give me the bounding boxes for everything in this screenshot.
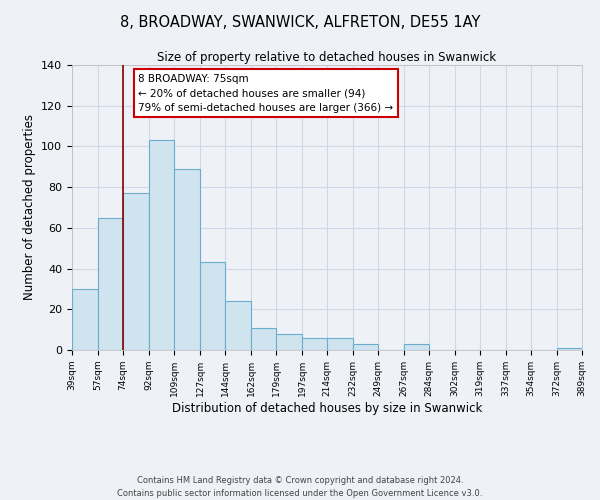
X-axis label: Distribution of detached houses by size in Swanwick: Distribution of detached houses by size … (172, 402, 482, 414)
Text: 8 BROADWAY: 75sqm
← 20% of detached houses are smaller (94)
79% of semi-detached: 8 BROADWAY: 75sqm ← 20% of detached hous… (139, 74, 394, 113)
Title: Size of property relative to detached houses in Swanwick: Size of property relative to detached ho… (157, 51, 497, 64)
Bar (98, 218, 123, 350)
Bar (327, 338, 353, 350)
Bar (123, 193, 149, 350)
Bar (557, 348, 582, 350)
Bar (174, 169, 200, 350)
Bar (302, 338, 327, 350)
Bar (251, 328, 276, 350)
Y-axis label: Number of detached properties: Number of detached properties (23, 114, 35, 300)
Text: 8, BROADWAY, SWANWICK, ALFRETON, DE55 1AY: 8, BROADWAY, SWANWICK, ALFRETON, DE55 1A… (120, 15, 480, 30)
Bar (276, 334, 302, 350)
Bar (149, 140, 174, 350)
Bar (200, 262, 225, 350)
Bar (225, 301, 251, 350)
Bar (72, 289, 98, 350)
Text: Contains HM Land Registry data © Crown copyright and database right 2024.
Contai: Contains HM Land Registry data © Crown c… (118, 476, 482, 498)
Bar (404, 344, 429, 350)
Bar (353, 344, 378, 350)
